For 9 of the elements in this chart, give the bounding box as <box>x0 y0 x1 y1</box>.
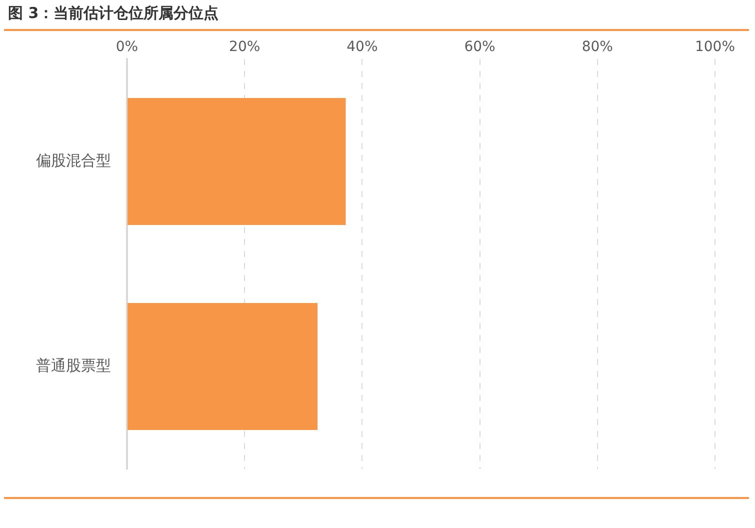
x-tick-label: 100% <box>694 39 736 56</box>
x-tick-label: 60% <box>464 39 496 56</box>
chart-title: 图 3：当前估计仓位所属分位点 <box>8 4 219 23</box>
x-tick-label: 40% <box>346 39 378 56</box>
x-tick-label: 20% <box>229 39 260 56</box>
y-tick-label: 普通股票型 <box>36 356 111 374</box>
x-tick-label: 80% <box>582 39 613 56</box>
x-tick-label: 0% <box>116 39 138 56</box>
y-tick-label: 偏股混合型 <box>36 151 111 170</box>
